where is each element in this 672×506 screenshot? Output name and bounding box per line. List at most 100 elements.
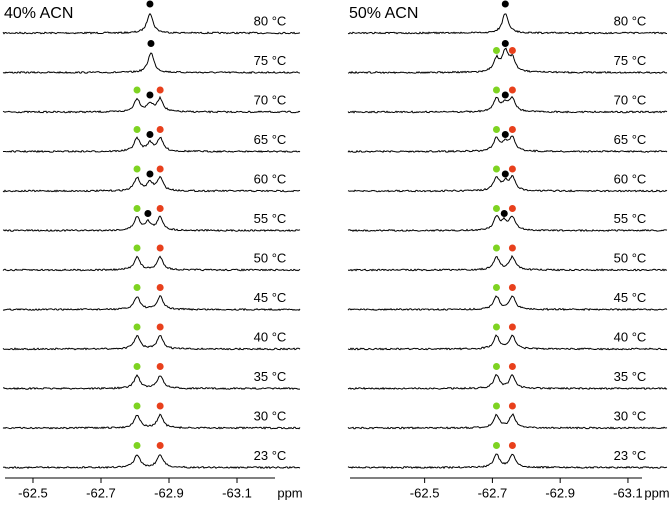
spectrum-trace — [347, 295, 668, 312]
peak-marker — [156, 402, 164, 410]
peak-marker — [500, 210, 508, 217]
peak-marker — [156, 323, 164, 331]
peak-marker — [133, 284, 141, 291]
temperature-label: 50 °C — [254, 250, 287, 265]
peak-marker — [156, 165, 164, 173]
peak-marker — [508, 244, 516, 252]
x-tick-label: -62.9 — [545, 485, 575, 500]
peak-marker — [492, 284, 500, 291]
peak-marker — [492, 86, 500, 94]
x-tick-label: -63.1 — [222, 485, 252, 500]
spectrum-trace — [347, 453, 668, 470]
peak-marker — [508, 47, 516, 54]
spectrum-trace — [2, 334, 301, 351]
x-tick-label: -62.7 — [478, 485, 508, 500]
peak-marker — [508, 165, 516, 173]
spectrum-trace — [2, 454, 301, 470]
temperature-label: 55 °C — [614, 211, 647, 226]
spectrum-trace — [2, 52, 301, 75]
temperature-label: 55 °C — [254, 211, 287, 226]
spectrum-trace — [347, 174, 668, 193]
temperature-label: 40 °C — [614, 329, 647, 344]
peak-marker — [492, 244, 500, 252]
spectrum-trace — [2, 413, 301, 430]
peak-marker — [133, 126, 141, 133]
temperature-label: 45 °C — [254, 290, 287, 305]
spectrum-trace — [347, 334, 668, 351]
peak-marker — [492, 47, 500, 54]
temperature-label: 75 °C — [254, 53, 287, 68]
peak-marker — [508, 323, 516, 331]
peak-marker — [501, 40, 509, 47]
temperature-label: 35 °C — [254, 369, 287, 384]
spectrum-trace — [347, 13, 668, 35]
spectrum-trace — [347, 373, 668, 391]
temperature-label: 80 °C — [614, 13, 647, 28]
peak-marker — [156, 244, 164, 252]
spectrum-trace — [347, 413, 668, 430]
temperature-label: 60 °C — [614, 171, 647, 186]
temperature-label: 65 °C — [254, 132, 287, 147]
spectrum-trace — [2, 255, 301, 272]
peak-marker — [144, 210, 152, 217]
temperature-label: 35 °C — [614, 369, 647, 384]
x-tick-label: -62.7 — [86, 485, 116, 500]
spectrum-trace — [347, 95, 668, 114]
peak-marker — [146, 170, 154, 178]
x-tick-label: -62.5 — [18, 485, 48, 500]
peak-marker — [508, 442, 516, 449]
x-axis-label: ppm — [277, 485, 302, 500]
panel-title: 40% ACN — [4, 5, 73, 22]
spectrum-trace — [2, 12, 301, 35]
peak-marker — [133, 244, 141, 252]
peak-marker — [133, 402, 141, 410]
temperature-label: 45 °C — [614, 290, 647, 305]
temperature-label: 50 °C — [614, 250, 647, 265]
temperature-label: 75 °C — [614, 53, 647, 68]
temperature-label: 70 °C — [254, 92, 287, 107]
peak-marker — [492, 323, 500, 331]
x-tick-label: -62.9 — [154, 485, 184, 500]
temperature-label: 60 °C — [254, 171, 287, 186]
peak-marker — [156, 205, 164, 212]
peak-marker — [133, 86, 141, 94]
spectrum-trace — [347, 214, 668, 233]
peak-marker — [156, 284, 164, 291]
spectrum-trace — [2, 294, 301, 312]
spectrum-trace — [347, 254, 668, 272]
peak-marker — [508, 205, 516, 212]
peak-marker — [156, 442, 164, 449]
spectrum-trace — [347, 135, 668, 153]
peak-marker — [508, 363, 516, 370]
peak-marker — [501, 0, 509, 8]
temperature-label: 40 °C — [254, 329, 287, 344]
peak-marker — [147, 40, 155, 47]
peak-marker — [156, 86, 164, 94]
spectrum-trace — [2, 215, 301, 232]
peak-marker — [492, 205, 500, 212]
peak-marker — [508, 86, 516, 94]
peak-marker — [492, 363, 500, 370]
peak-marker — [501, 91, 509, 99]
peak-marker — [146, 131, 154, 138]
peak-marker — [492, 402, 500, 410]
temperature-label: 65 °C — [614, 132, 647, 147]
peak-marker — [501, 170, 509, 178]
temperature-label: 30 °C — [614, 408, 647, 423]
temperature-label: 23 °C — [254, 448, 287, 463]
spectrum-trace — [347, 47, 668, 74]
peak-marker — [492, 165, 500, 173]
peak-marker — [133, 323, 141, 331]
peak-marker — [492, 442, 500, 449]
spectrum-trace — [2, 374, 301, 391]
panel-title: 50% ACN — [349, 5, 418, 22]
peak-marker — [146, 0, 154, 8]
peak-marker — [508, 126, 516, 133]
peak-marker — [133, 363, 141, 370]
x-axis-label: ppm — [644, 485, 669, 500]
peak-marker — [508, 284, 516, 291]
temperature-label: 80 °C — [254, 13, 287, 28]
temperature-label: 70 °C — [614, 92, 647, 107]
peak-marker — [146, 91, 154, 99]
